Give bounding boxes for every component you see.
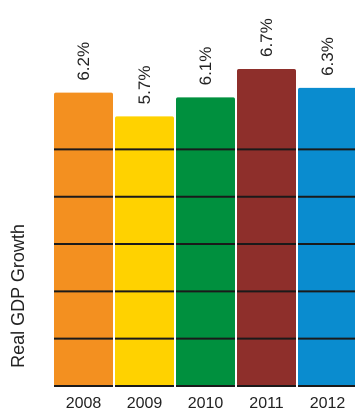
bar-2009 (115, 116, 174, 387)
value-label-2010: 6.1% (196, 47, 215, 86)
value-label-2011: 6.7% (257, 18, 276, 57)
bar-2010 (176, 97, 235, 386)
bar-2011 (237, 69, 296, 386)
category-label-2010: 2010 (188, 395, 224, 412)
value-label-2008: 6.2% (74, 42, 93, 81)
category-label-2012: 2012 (310, 395, 346, 412)
value-label-2009: 5.7% (135, 66, 154, 105)
value-label-2012: 6.3% (318, 37, 337, 76)
category-label-2011: 2011 (249, 395, 284, 412)
category-label-2009: 2009 (127, 395, 163, 412)
category-label-2008: 2008 (66, 395, 102, 412)
bar-2012 (298, 87, 355, 386)
y-axis-label: Real GDP Growth (8, 224, 28, 368)
bar-2008 (54, 92, 113, 387)
